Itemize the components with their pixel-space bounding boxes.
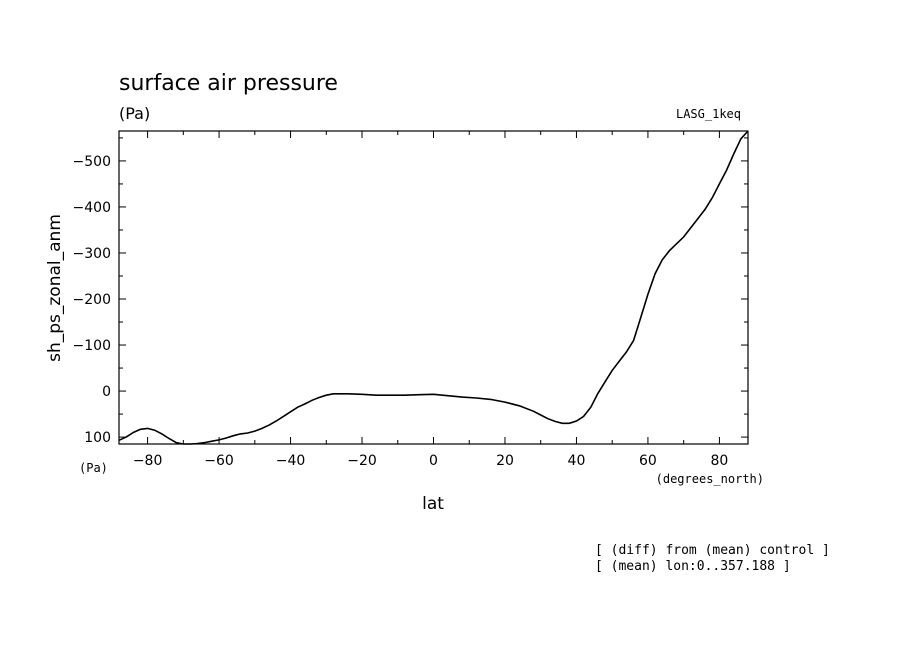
chart-units: (Pa) [119,104,150,123]
plot-frame [118,130,749,445]
annotation-diff: [ (diff) from (mean) control ] [595,543,830,558]
x-tick-label: 60 [639,453,657,469]
x-axis-ticks: −80 −60 −40 −20 0 20 40 60 80 [133,131,728,469]
x-tick-label: −60 [204,453,234,469]
x-tick-label: 40 [568,453,586,469]
series-line [118,130,749,445]
y-tick-label: −100 [73,338,111,354]
chart-title: surface air pressure [119,71,338,96]
y-axis-units: (Pa) [79,461,108,475]
x-axis-units: (degrees_north) [656,472,764,486]
annotation-mean: [ (mean) lon:0..357.188 ] [595,559,791,574]
y-tick-label: 0 [102,384,111,400]
x-tick-label: −20 [347,453,377,469]
y-tick-label: 100 [84,430,111,446]
y-tick-label: −300 [73,246,111,262]
x-tick-label: −40 [276,453,306,469]
x-tick-label: 80 [710,453,728,469]
x-tick-label: −80 [133,453,163,469]
x-tick-label: 20 [496,453,514,469]
y-tick-label: −400 [73,200,111,216]
x-axis-label: lat [422,494,444,514]
y-tick-label: −200 [73,292,111,308]
y-tick-label: −500 [73,154,111,170]
y-axis-ticks: 100 0 −100 −200 −300 −400 −500 [73,137,748,446]
experiment-label: LASG_1keq [676,107,741,121]
y-axis-label: sh_ps_zonal_anm [45,214,65,362]
x-tick-label: 0 [429,453,438,469]
